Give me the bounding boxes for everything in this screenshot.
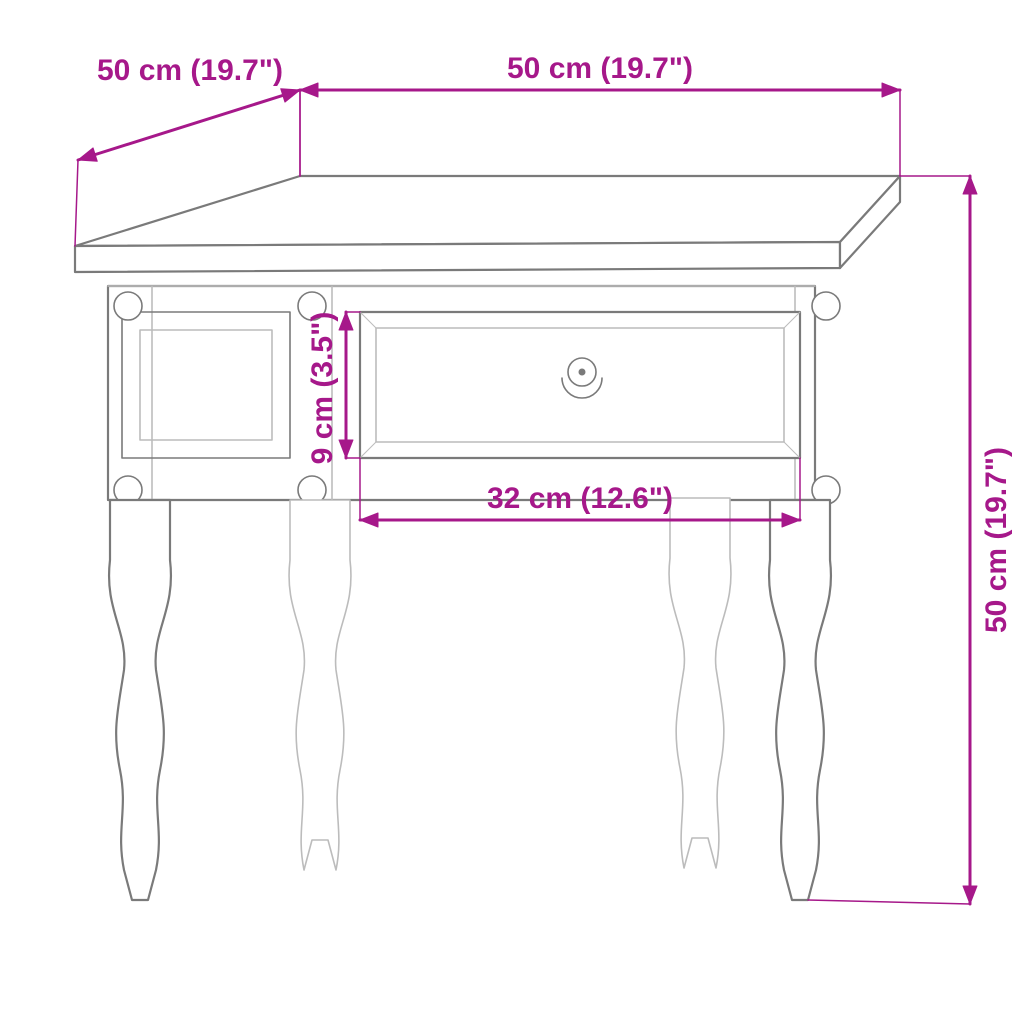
leg-front-right [769,500,831,900]
side-table-outline [75,176,900,900]
leg-back-left [289,500,351,870]
dim-depth-label: 50 cm (19.7") [97,54,283,87]
leg-front-left [109,500,171,900]
dim-height-label: 50 cm (19.7") [980,447,1013,633]
dim-drawer-width-label: 32 cm (12.6") [487,482,673,515]
dim-drawer-height-label: 9 cm (3.5") [306,312,339,465]
dimension-diagram: 50 cm (19.7") 50 cm (19.7") 50 cm (19.7") 9… [0,0,1024,1024]
dim-width-label: 50 cm (19.7") [507,52,693,85]
leg-back-right [669,498,731,868]
